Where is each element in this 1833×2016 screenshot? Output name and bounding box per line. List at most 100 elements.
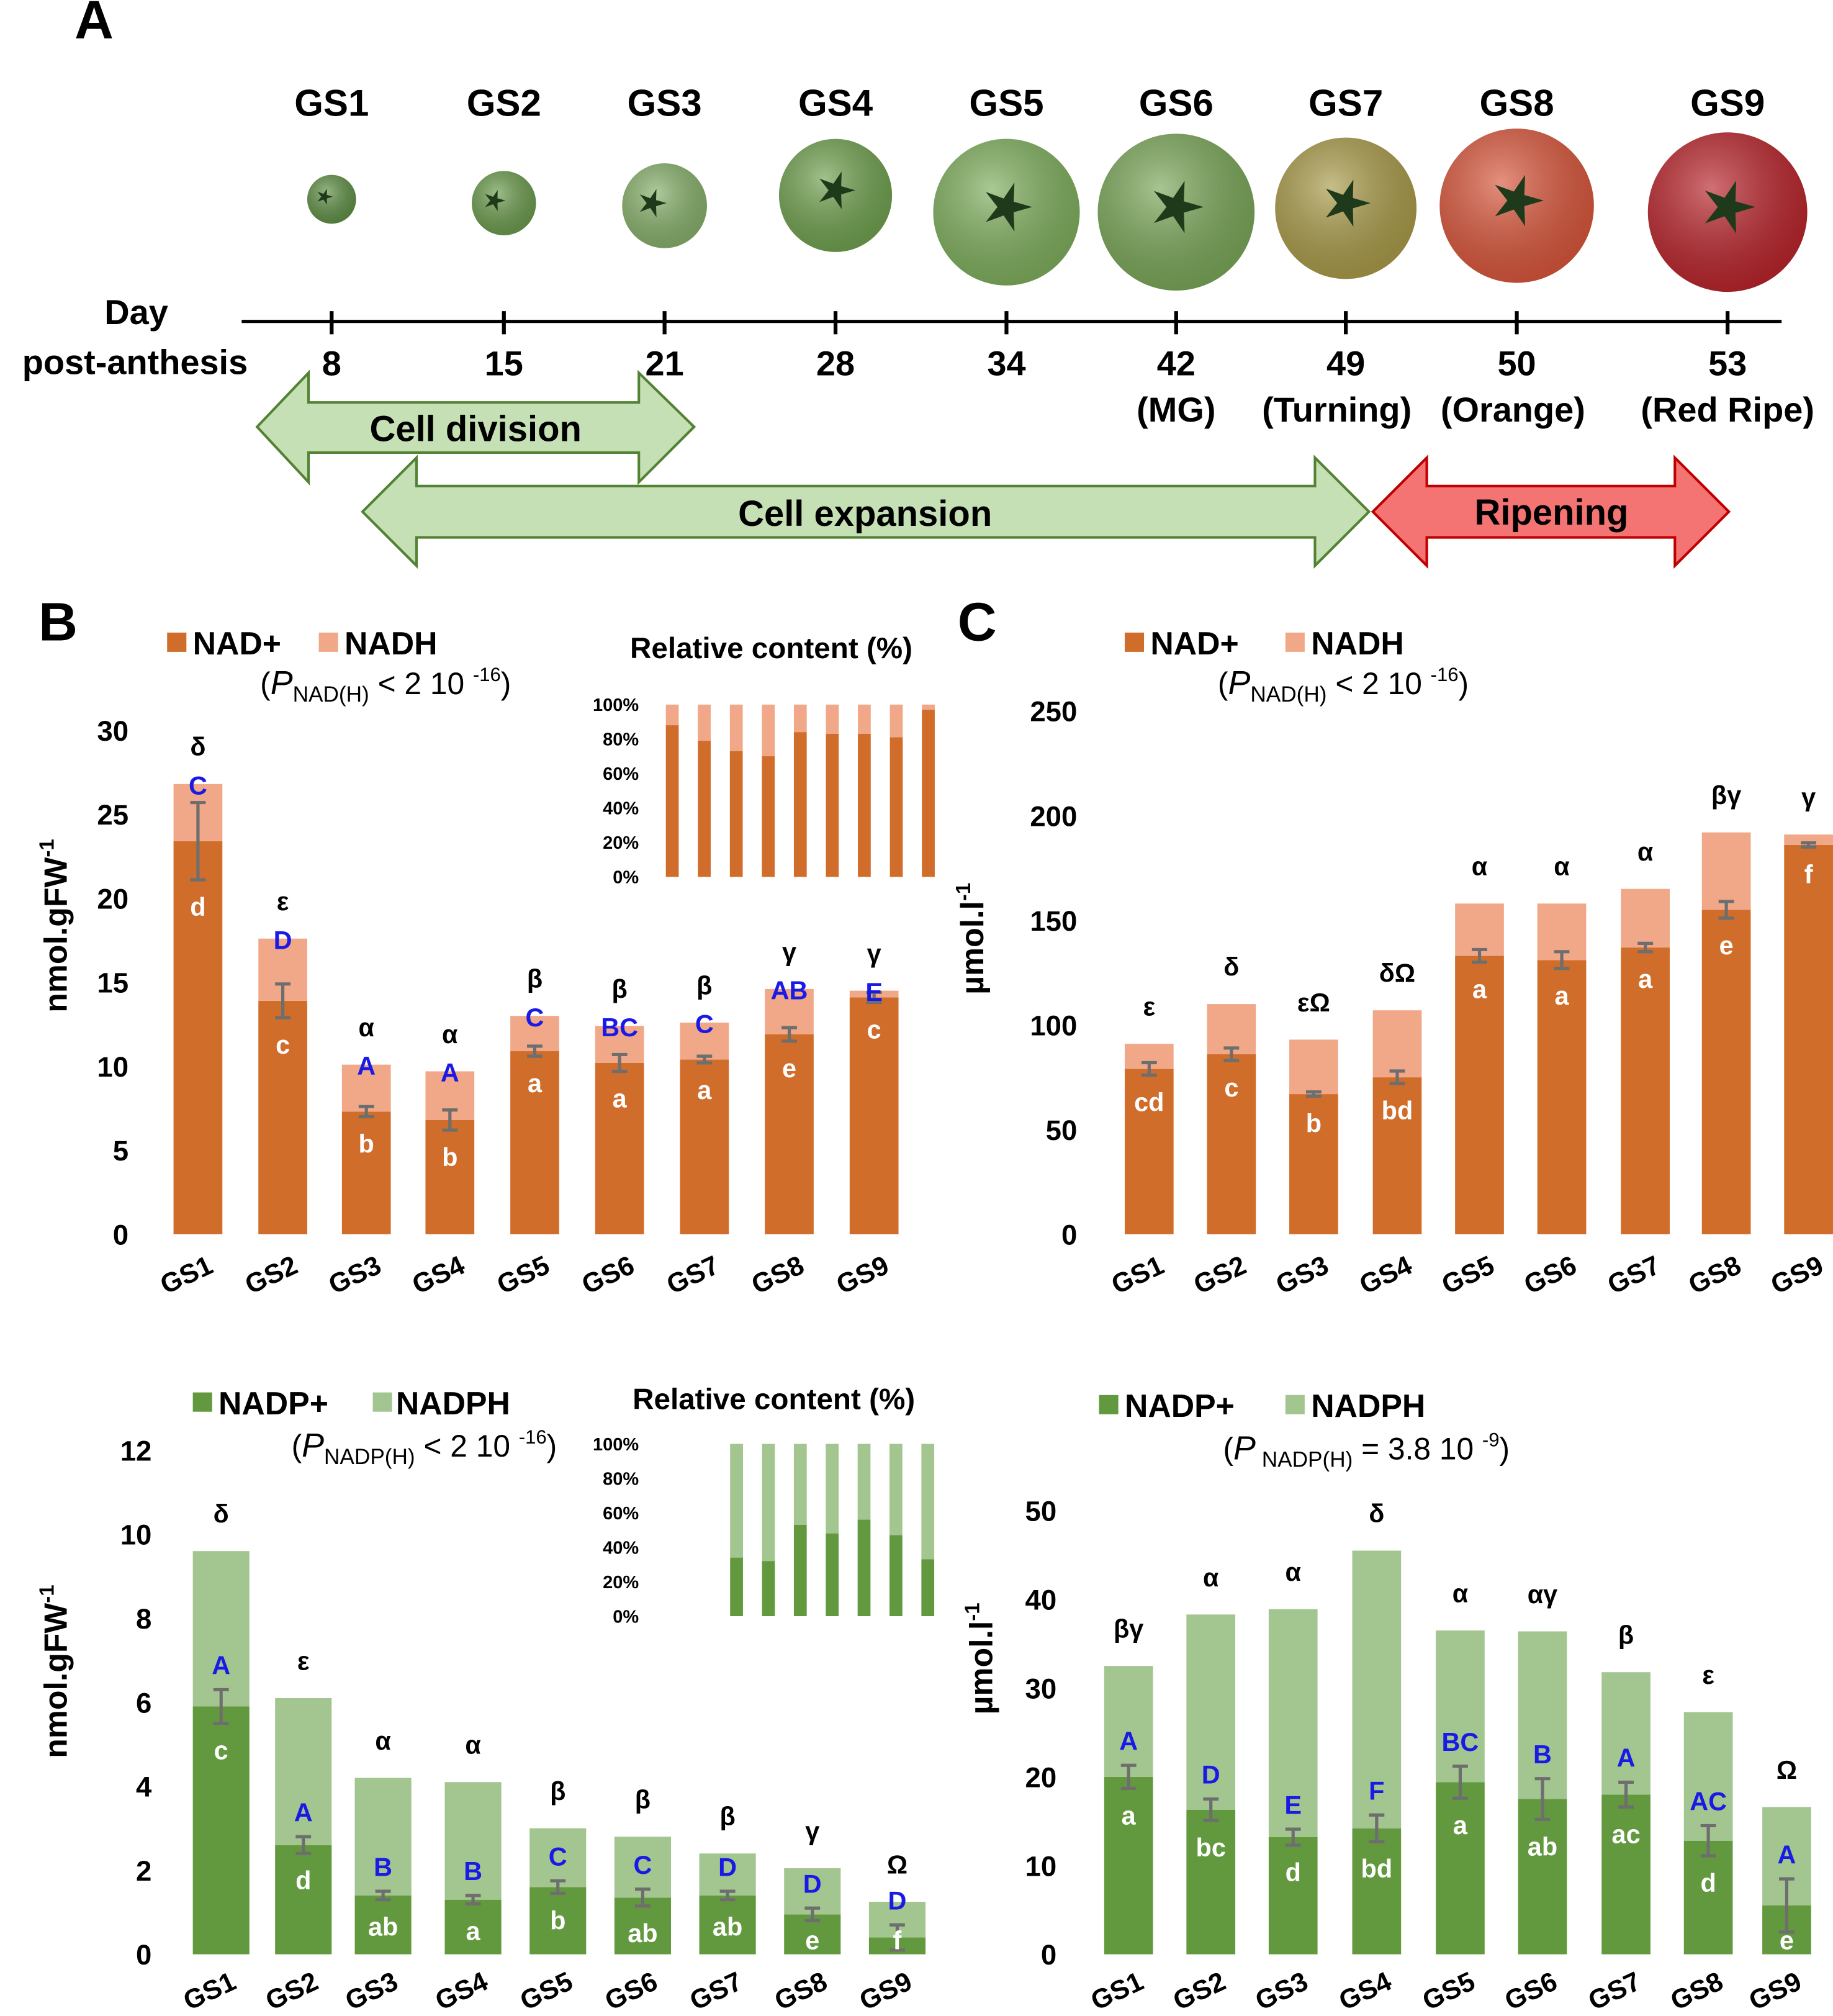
inset-bar-oxidized — [889, 1535, 903, 1616]
legend-label-reduced: NADPH — [396, 1385, 510, 1421]
x-tick-label: GS1 — [1086, 1966, 1148, 2016]
y-tick-label: 150 — [1030, 905, 1077, 937]
stage-label: GS3 — [628, 82, 702, 124]
inset-bar-oxidized — [889, 737, 903, 877]
bar-gs5: βCa GS5 — [493, 965, 559, 1300]
calyx-icon — [1705, 180, 1756, 234]
inset-y-tick-label: 40% — [603, 799, 639, 819]
bar-segment-oxidized — [1124, 1069, 1174, 1234]
inset-bar-reduced — [665, 704, 679, 726]
stage-note: (Orange) — [1441, 390, 1585, 429]
letter-reduced: D — [1202, 1761, 1220, 1789]
error-bar — [611, 1052, 628, 1074]
bar-segment-reduced — [192, 1551, 250, 1707]
letter-oxidized: b — [550, 1906, 565, 1935]
letter-reduced: C — [189, 771, 207, 800]
bar-segment-reduced — [1207, 1004, 1256, 1055]
stage-note: (Red Ripe) — [1641, 390, 1814, 429]
bar-segment-oxidized — [275, 1845, 332, 1955]
inset-y-tick-label: 40% — [603, 1538, 639, 1558]
letter-oxidized: f — [1804, 860, 1813, 888]
bar-gs1: ε cd GS1 — [1107, 993, 1174, 1300]
letter-oxidized: d — [295, 1866, 311, 1895]
letter-reduced: A — [212, 1652, 230, 1680]
bar-segment-oxidized — [699, 1895, 756, 1955]
y-tick-label: 25 — [97, 799, 128, 831]
bar-segment-oxidized — [341, 1111, 391, 1234]
letter-total: β — [719, 1802, 735, 1831]
inset-y-tick-label: 0% — [613, 868, 639, 888]
bar-segment-oxidized — [680, 1059, 729, 1234]
letter-total: β — [527, 965, 543, 993]
bar-segment-oxidized — [425, 1119, 475, 1234]
p-value: (PNADP(H) < 2 10 -16) — [292, 1427, 557, 1470]
letter-reduced: F — [1369, 1776, 1384, 1805]
letter-total: δ — [190, 733, 205, 761]
panel-label-b: B — [38, 592, 78, 652]
p-value-sub: NAD(H) — [293, 683, 369, 707]
inset-bar-reduced — [730, 1444, 743, 1558]
inset-y-tick-label: 100% — [593, 1435, 639, 1455]
bar-segment-reduced — [1518, 1631, 1567, 1799]
letter-total: ε — [297, 1647, 310, 1675]
bar-gs7: βCa GS7 — [662, 971, 729, 1300]
x-tick-label: GS4 — [1335, 1966, 1396, 2016]
p-value-sub: NAD(H) — [1250, 683, 1326, 707]
letter-total: εΩ — [1297, 988, 1330, 1017]
error-bar — [1718, 900, 1734, 920]
legend-label-reduced: NADH — [1311, 625, 1404, 661]
stage-label: GS6 — [1139, 82, 1214, 124]
letter-reduced: A — [357, 1052, 376, 1080]
cell-expansion-arrow: Cell expansion — [361, 454, 1371, 569]
bar-gs2: δ c GS2 — [1189, 953, 1256, 1300]
letter-oxidized: c — [276, 1031, 290, 1059]
cell-division-label: Cell division — [369, 409, 581, 449]
letter-reduced: C — [633, 1851, 652, 1879]
bar-segment-reduced — [444, 1782, 502, 1900]
day-value: 15 — [485, 344, 523, 383]
y-axis-label: µmol.l-1 — [962, 1602, 999, 1714]
stage-label: GS5 — [969, 82, 1043, 124]
bar-segment-oxidized — [1352, 1828, 1402, 1955]
letter-reduced: B — [1533, 1740, 1552, 1769]
x-tick-label: GS7 — [1584, 1966, 1646, 2016]
x-tick-label: GS3 — [324, 1250, 385, 1300]
bar-segment-oxidized — [510, 1051, 559, 1234]
chart-panel-e: NADP+ NADPH(P NADP(H) = 3.8 10 -9)µmol.l-… — [962, 1388, 1811, 2016]
letter-reduced: A — [294, 1798, 313, 1827]
error-bar — [1389, 1069, 1405, 1085]
inset-bar-reduced — [889, 704, 903, 738]
legend-label-oxidized: NAD+ — [193, 625, 281, 661]
error-bar — [213, 1688, 229, 1725]
calyx-icon — [485, 189, 506, 212]
day-value: 21 — [646, 344, 684, 383]
y-tick-label: 250 — [1030, 696, 1077, 728]
y-tick-label: 10 — [97, 1051, 128, 1083]
inset-title: Relative content (%) — [633, 1383, 915, 1416]
ripening-label: Ripening — [1474, 493, 1628, 533]
bar-segment-reduced — [680, 1023, 729, 1060]
p-value-close: ) — [501, 666, 511, 701]
bar-segment-oxidized — [595, 1062, 644, 1234]
y-tick-label: 50 — [1025, 1496, 1057, 1527]
x-tick-label: GS1 — [156, 1250, 217, 1300]
calyx-icon — [639, 189, 667, 217]
letter-oxidized: cd — [1134, 1088, 1164, 1117]
letter-reduced: B — [464, 1857, 482, 1886]
p-value-exp: -9 — [1482, 1429, 1500, 1451]
legend-swatch-reduced — [318, 632, 338, 652]
inset-bar-reduced — [762, 704, 775, 757]
bar-segment-reduced — [1268, 1609, 1318, 1837]
y-axis-label-text: µmol.l — [954, 901, 990, 995]
y-tick-label: 4 — [136, 1771, 152, 1803]
bar-segment-oxidized — [173, 841, 223, 1234]
bar-gs3: α Bab GS3 — [341, 1727, 412, 2016]
y-tick-label: 15 — [97, 967, 128, 999]
inset-bar-oxidized — [762, 1561, 775, 1616]
x-tick-label: GS1 — [179, 1966, 240, 2016]
letter-reduced: E — [865, 978, 883, 1006]
x-tick-label: GS2 — [241, 1250, 302, 1300]
chart-panel-c: NAD+ NADH(PNAD(H) < 2 10 -16)µmol.l-10501… — [952, 625, 1833, 1300]
letter-reduced: A — [1119, 1727, 1138, 1755]
error-bar — [696, 1054, 713, 1065]
